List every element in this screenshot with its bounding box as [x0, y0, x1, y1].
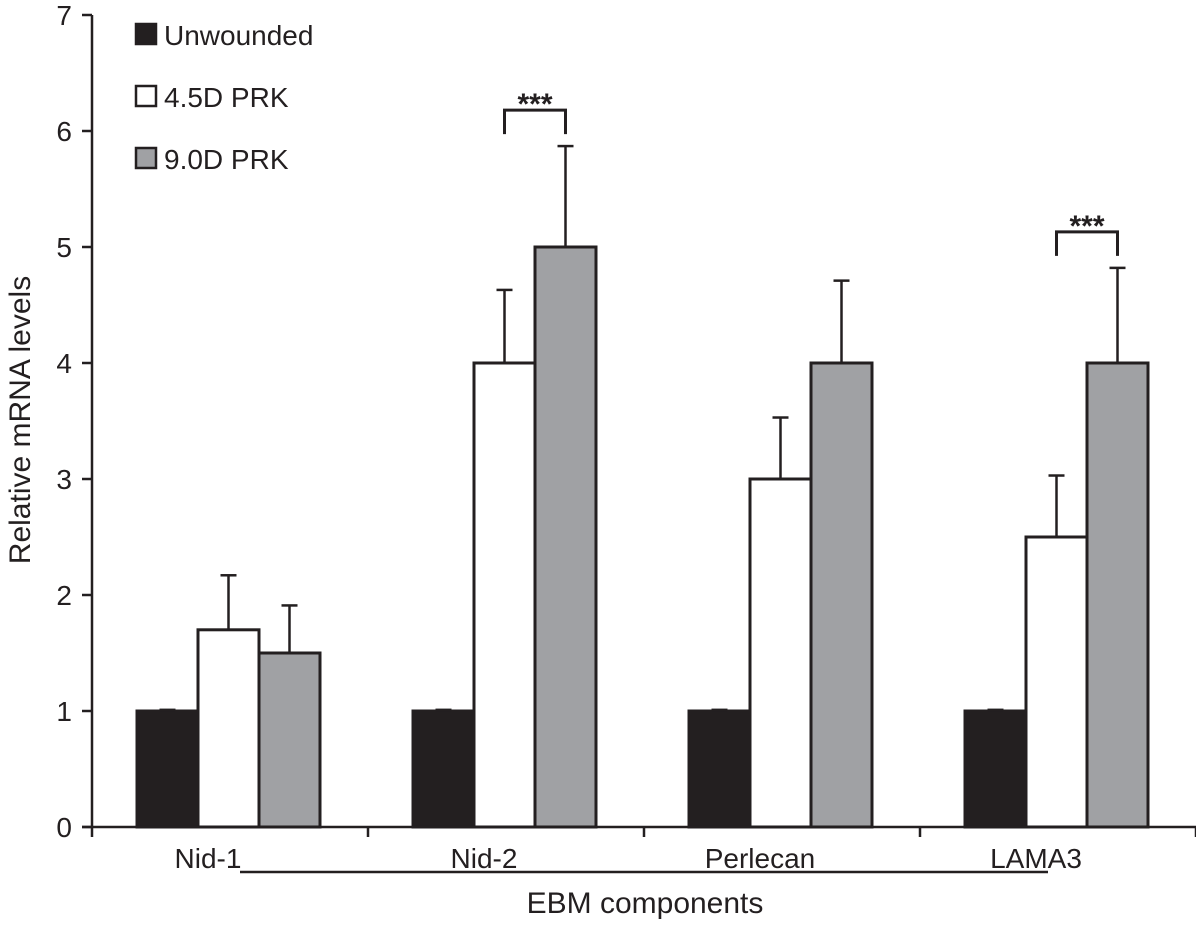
bar-9-0d-prk-perlecan [809, 361, 874, 829]
legend-swatch [134, 84, 158, 108]
bar-unwounded-perlecan [687, 709, 752, 829]
y-axis-title: Relative mRNA levels [4, 276, 37, 564]
y-tick-label: 0 [56, 812, 72, 843]
bar-unwounded-nid-2 [411, 709, 476, 829]
bar-unwounded-nid-1 [135, 709, 200, 829]
significance-bracket [503, 108, 567, 135]
legend-label: 4.5D PRK [164, 82, 289, 113]
y-tick-label: 3 [56, 464, 72, 495]
bar-4-5d-prk-perlecan [748, 477, 813, 829]
bars-layer [135, 144, 1150, 829]
legend-swatch [134, 146, 158, 170]
bar-4-5d-prk-nid-1 [196, 628, 261, 829]
y-tick-label: 1 [56, 696, 72, 727]
bar-9-0d-prk-lama3 [1085, 361, 1150, 829]
bar-9-0d-prk-nid-2 [533, 245, 598, 829]
significance-bracket [1055, 230, 1119, 256]
x-tick-label: Nid-1 [175, 843, 242, 874]
significance-label: *** [1069, 210, 1104, 243]
legend-label: Unwounded [164, 20, 313, 51]
y-tick-label: 2 [56, 580, 72, 611]
bar-9-0d-prk-nid-1 [257, 651, 322, 829]
x-tick-label: Nid-2 [451, 843, 518, 874]
annotations-layer: *** *** [503, 88, 1119, 256]
y-tick-label: 5 [56, 232, 72, 263]
legend-swatch [134, 22, 158, 46]
legend: Unwounded 4.5D PRK 9.0D PRK [134, 20, 313, 175]
significance-label: *** [517, 88, 552, 121]
bar-4-5d-prk-lama3 [1024, 535, 1089, 829]
y-tick-label: 4 [56, 348, 72, 379]
y-tick-label: 7 [56, 0, 72, 31]
legend-label: 9.0D PRK [164, 144, 289, 175]
x-tick-label: Perlecan [705, 843, 816, 874]
y-tick-label: 6 [56, 116, 72, 147]
x-tick-label: LAMA3 [990, 843, 1082, 874]
bar-unwounded-lama3 [963, 709, 1028, 829]
axes-layer: 0 1 2 3 4 5 6 7 Nid-1 Nid-2 Perlecan LAMA3 [56, 0, 1196, 874]
x-axis-title: EBM components [527, 887, 764, 920]
bar-4-5d-prk-nid-2 [472, 361, 537, 829]
